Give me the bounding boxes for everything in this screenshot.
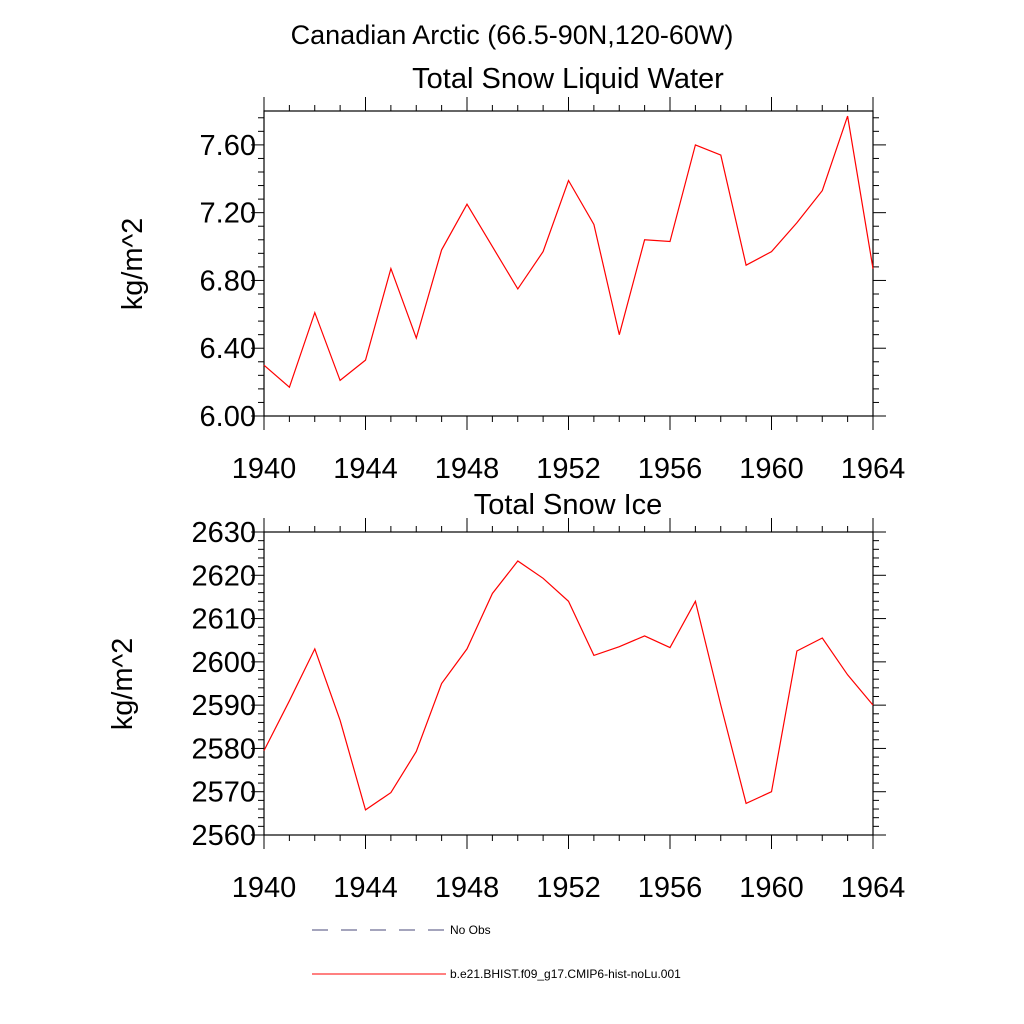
x-tick-label-snow-ice: 1944	[333, 872, 398, 904]
legend: No Obs b.e21.BHIST.f09_g17.CMIP6-hist-no…	[312, 923, 681, 981]
series-line-snow-ice	[263, 560, 874, 811]
panel-title-snow-liquid-water: Total Snow Liquid Water	[412, 63, 724, 95]
x-tick-label-snow-liquid-water: 1948	[435, 453, 500, 485]
plot-frame-snow-ice	[263, 531, 874, 836]
y-tick-label-snow-ice: 2590	[191, 690, 256, 722]
y-tick-label-snow-ice: 2600	[191, 647, 256, 679]
figure-suptitle: Canadian Arctic (66.5-90N,120-60W)	[291, 20, 734, 50]
y-tick-label-snow-liquid-water: 6.40	[200, 333, 256, 365]
x-tick-label-snow-liquid-water: 1964	[841, 453, 906, 485]
y-tick-label-snow-ice: 2560	[191, 820, 256, 852]
y-tick-label-snow-liquid-water: 7.60	[200, 130, 256, 162]
y-tick-label-snow-liquid-water: 7.20	[200, 198, 256, 230]
panel-snow-ice: Total Snow Ice kg/m^2 1940 1944 1948 1952 19…	[107, 489, 905, 904]
y-tick-label-snow-ice: 2610	[191, 604, 256, 636]
panel-title-snow-ice: Total Snow Ice	[474, 489, 663, 521]
y-tick-label-snow-ice: 2620	[191, 560, 256, 592]
y-axis-label-snow-liquid-water: kg/m^2	[117, 218, 149, 311]
x-tick-label-snow-liquid-water: 1952	[536, 453, 601, 485]
y-tick-label-snow-liquid-water: 6.00	[200, 401, 256, 433]
x-tick-label-snow-ice: 1952	[536, 872, 601, 904]
x-tick-label-snow-liquid-water: 1960	[739, 453, 804, 485]
x-tick-label-snow-ice: 1964	[841, 872, 906, 904]
y-tick-label-snow-ice: 2580	[191, 733, 256, 765]
plot-frame-snow-liquid-water	[263, 110, 874, 417]
y-tick-label-snow-ice: 2570	[191, 777, 256, 809]
x-tick-label-snow-ice: 1956	[638, 872, 703, 904]
legend-label-model-run: b.e21.BHIST.f09_g17.CMIP6-hist-noLu.001	[450, 967, 681, 981]
x-tick-label-snow-ice: 1948	[435, 872, 500, 904]
panel-snow-liquid-water: Total Snow Liquid Water kg/m^2 1940 1944 1…	[117, 63, 905, 485]
y-tick-label-snow-ice: 2630	[191, 517, 256, 549]
x-tick-label-snow-liquid-water: 1956	[638, 453, 703, 485]
y-tick-label-snow-liquid-water: 6.80	[200, 265, 256, 297]
x-tick-label-snow-liquid-water: 1944	[333, 453, 398, 485]
x-tick-label-snow-ice: 1940	[232, 872, 297, 904]
y-axis-label-snow-ice: kg/m^2	[107, 638, 139, 731]
legend-label-no-obs: No Obs	[450, 923, 491, 937]
series-line-snow-liquid-water	[263, 115, 874, 389]
x-tick-label-snow-liquid-water: 1940	[232, 453, 297, 485]
x-tick-label-snow-ice: 1960	[739, 872, 804, 904]
